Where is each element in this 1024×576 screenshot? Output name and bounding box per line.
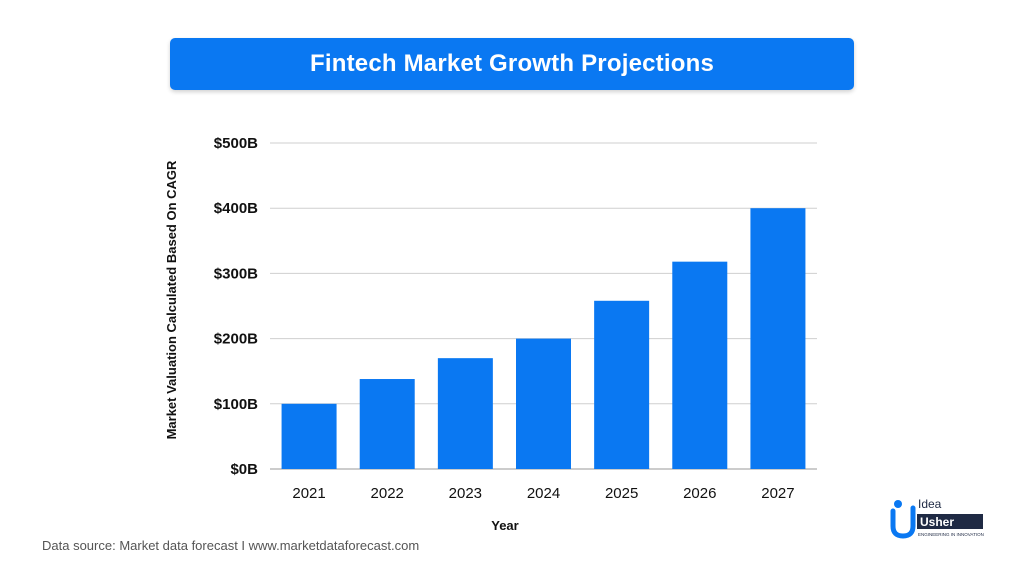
bar-2021 — [281, 403, 337, 469]
x-tick-label: 2023 — [449, 485, 482, 502]
logo-word-usher: Usher — [920, 515, 954, 529]
logo-mark-icon: Idea Usher ENGINEERING IN INNOVATION — [890, 497, 984, 539]
bar-2027 — [750, 208, 806, 469]
x-axis-ticks: 2021 2022 2023 2024 2025 2026 2027 — [292, 485, 794, 502]
bar-2024 — [516, 338, 571, 469]
chart-title: Fintech Market Growth Projections — [310, 50, 714, 77]
x-tick-label: 2025 — [605, 485, 638, 502]
y-tick-label: $400B — [214, 200, 258, 217]
idea-usher-logo: Idea Usher ENGINEERING IN INNOVATION — [890, 496, 986, 540]
x-tick-label: 2026 — [683, 485, 716, 502]
y-tick-label: $100B — [214, 396, 258, 413]
bar-2025 — [594, 300, 650, 469]
x-tick-label: 2027 — [761, 485, 794, 502]
logo-word-idea: Idea — [918, 497, 942, 511]
data-source-note: Data source: Market data forecast I www.… — [42, 538, 420, 553]
x-tick-label: 2021 — [292, 485, 325, 502]
bars — [281, 208, 806, 469]
bar-2022 — [359, 379, 415, 469]
y-tick-label: $0B — [230, 461, 258, 478]
bar-2026 — [672, 261, 728, 469]
y-tick-label: $200B — [214, 331, 258, 348]
logo-tagline: ENGINEERING IN INNOVATION — [918, 532, 984, 537]
y-axis-ticks: $0B $100B $200B $300B $400B $500B — [214, 135, 258, 478]
x-axis-title: Year — [491, 518, 518, 533]
bar-2023 — [437, 358, 493, 469]
x-tick-label: 2022 — [371, 485, 404, 502]
y-axis-title: Market Valuation Calculated Based On CAG… — [164, 160, 179, 439]
y-tick-label: $300B — [214, 265, 258, 282]
x-tick-label: 2024 — [527, 485, 560, 502]
y-tick-label: $500B — [214, 135, 258, 152]
chart-title-banner: Fintech Market Growth Projections — [170, 38, 854, 90]
